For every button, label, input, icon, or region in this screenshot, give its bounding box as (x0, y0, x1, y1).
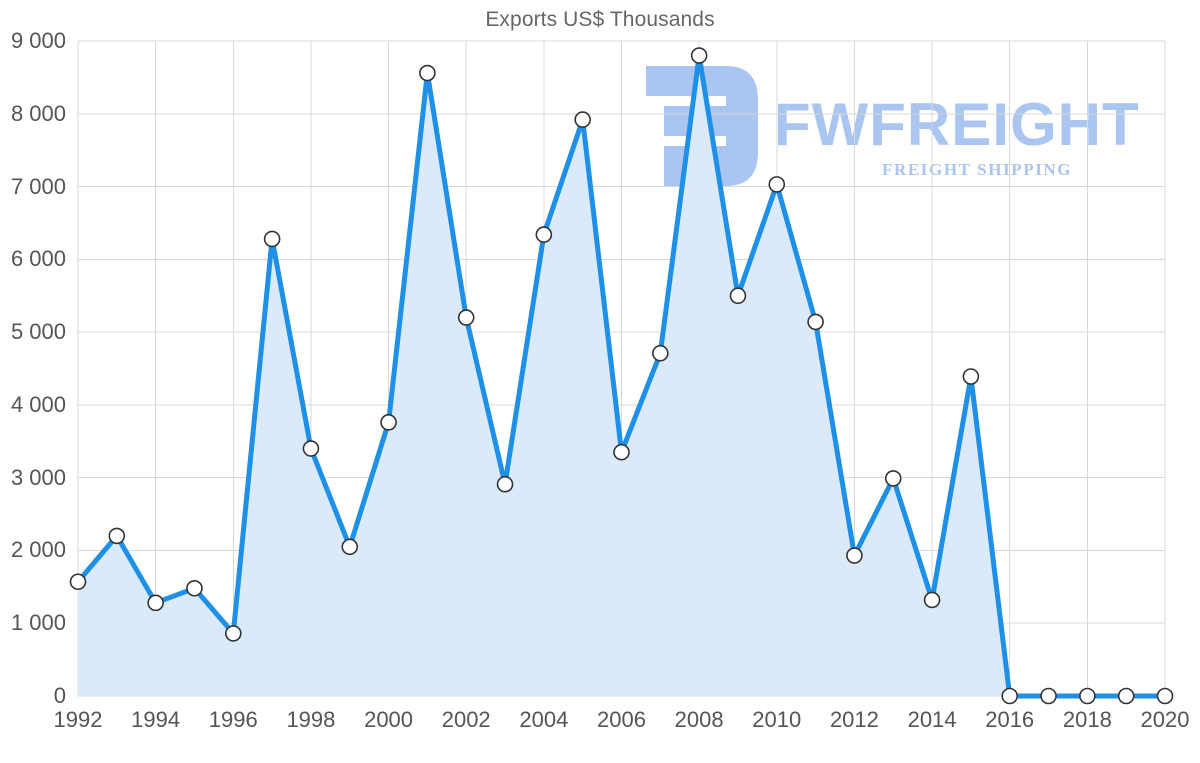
data-point-marker[interactable] (1156, 687, 1174, 705)
y-axis-tick-label: 3 000 (10, 464, 66, 490)
data-point-marker[interactable] (457, 309, 475, 326)
x-axis-tick-label: 2010 (752, 707, 802, 732)
data-point-marker[interactable] (768, 176, 786, 193)
data-point-marker[interactable] (108, 527, 126, 545)
x-axis-tick-label: 2000 (364, 707, 414, 732)
x-axis-tick-label: 2008 (674, 707, 724, 732)
data-point-marker[interactable] (535, 226, 553, 243)
data-point-marker[interactable] (380, 414, 397, 431)
area-fill (78, 55, 1165, 697)
data-point-marker[interactable] (1117, 687, 1135, 705)
y-axis-tick-label: 1 000 (10, 610, 66, 636)
x-axis-tick-label: 2012 (829, 707, 879, 732)
x-axis-tick-label: 2014 (907, 707, 957, 732)
data-point-marker[interactable] (224, 625, 242, 642)
data-point-marker[interactable] (884, 470, 902, 487)
x-axis-tick-label: 2016 (985, 707, 1035, 732)
data-point-markers (69, 47, 1174, 705)
data-point-marker[interactable] (923, 591, 941, 609)
data-point-marker[interactable] (846, 547, 863, 564)
x-axis-tick-label: 2004 (519, 707, 569, 732)
data-point-marker[interactable] (496, 475, 514, 493)
data-point-marker[interactable] (302, 440, 320, 457)
data-point-marker[interactable] (69, 573, 87, 591)
y-axis-tick-label: 8 000 (10, 100, 66, 126)
x-axis-tick-label: 1994 (131, 707, 181, 732)
data-point-marker[interactable] (574, 111, 591, 128)
data-point-marker[interactable] (147, 594, 164, 612)
x-axis-tick-label: 1992 (53, 707, 103, 732)
data-point-marker[interactable] (263, 230, 281, 248)
x-axis-tick-label: 2018 (1062, 707, 1112, 732)
data-point-marker[interactable] (1040, 687, 1057, 705)
x-axis-tick-label: 2002 (441, 707, 491, 732)
y-axis-tick-label: 5 000 (10, 319, 66, 345)
data-point-marker[interactable] (613, 443, 630, 461)
data-point-marker[interactable] (807, 313, 824, 331)
y-axis-tick-label: 0 (53, 683, 66, 708)
area-fill-path (78, 55, 1165, 697)
data-point-marker[interactable] (652, 344, 669, 362)
data-point-marker[interactable] (690, 47, 708, 64)
data-point-marker[interactable] (419, 64, 436, 82)
data-point-marker[interactable] (729, 287, 747, 305)
data-point-marker[interactable] (1079, 687, 1096, 705)
y-axis-tick-label: 9 000 (10, 28, 66, 53)
x-axis-tick-label: 2006 (597, 707, 646, 732)
x-axis-tick-label: 2020 (1140, 707, 1190, 732)
data-point-marker[interactable] (341, 538, 359, 556)
chart-title: Exports US$ Thousands (485, 8, 715, 31)
y-axis-tick-label: 4 000 (10, 391, 66, 417)
data-point-marker[interactable] (186, 579, 203, 597)
y-axis-tick-label: 2 000 (10, 537, 66, 563)
x-axis-tick-label: 1996 (208, 707, 258, 732)
data-point-marker[interactable] (1001, 687, 1019, 705)
x-axis-tick-label: 1998 (286, 707, 336, 732)
data-point-marker[interactable] (962, 368, 980, 385)
y-axis-tick-label: 6 000 (10, 246, 66, 272)
y-axis-tick-label: 7 000 (10, 173, 66, 199)
